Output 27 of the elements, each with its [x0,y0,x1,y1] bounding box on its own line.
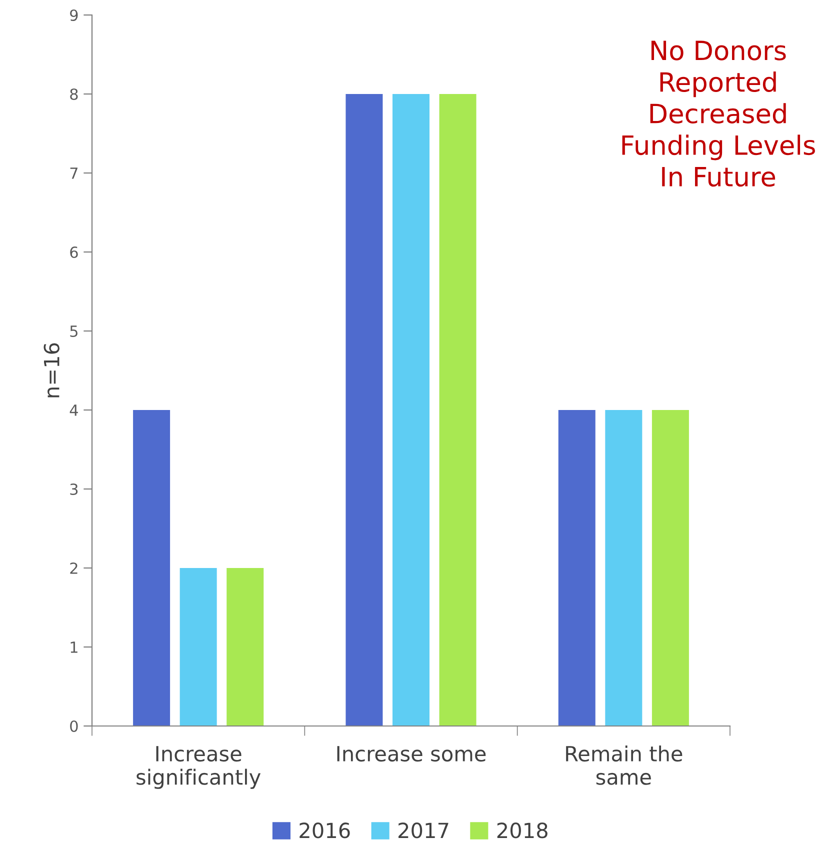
bar [558,410,596,726]
y-tick-label: 1 [70,642,78,653]
bar [226,568,264,726]
y-tick-label: 0 [70,720,78,732]
y-tick-label: 9 [70,9,78,22]
y-tick-label: 2 [70,562,78,574]
x-tick-label: Remain the same [566,745,682,785]
x-tick-label: Increase some [337,746,486,762]
y-tick-label: 5 [70,326,78,338]
y-tick-label: 7 [70,168,78,179]
bar [392,94,430,726]
y-tick-label: 4 [70,404,78,416]
bar [346,94,383,726]
bar [439,94,476,726]
legend-label: 2017 [398,822,448,838]
y-axis-title: n=16 [44,343,60,398]
y-tick-label: 6 [70,246,78,258]
y-tick-label: 8 [70,88,78,100]
bar [652,410,689,726]
legend-label: 2018 [497,822,548,838]
annotation: No Donors Reported Decreased Funding Levels In Future [622,40,815,187]
x-tick-label: Increase significantly [136,746,261,789]
bar [133,410,170,726]
legend-label: 2016 [300,822,350,838]
y-tick-label: 3 [70,483,78,496]
bar [605,410,642,726]
bar [180,568,217,726]
